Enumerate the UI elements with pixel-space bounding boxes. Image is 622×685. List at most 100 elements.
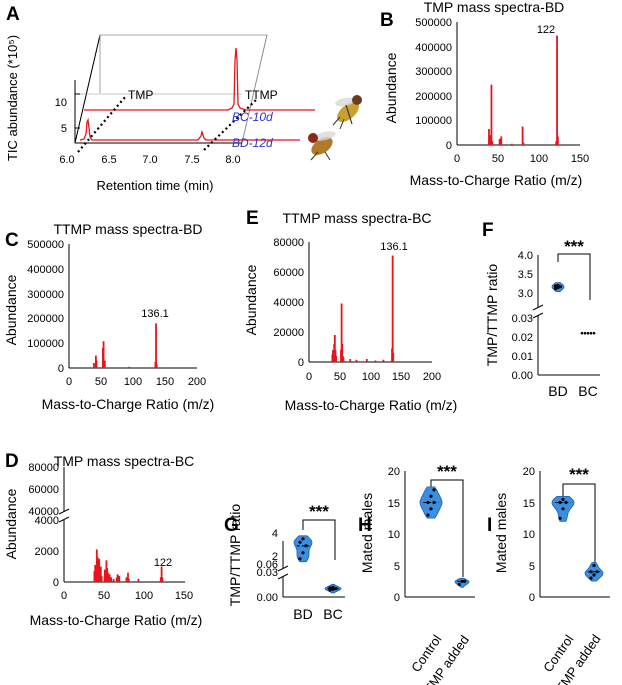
- x-axis-title: Retention time (min): [96, 178, 213, 193]
- y-tick-label: 0.06: [257, 559, 278, 571]
- x-tick-label: 50: [95, 376, 107, 388]
- x-tick-label: 7.5: [184, 154, 199, 166]
- y-tick-label: 500000: [415, 17, 452, 29]
- y-axis-title: TMP/TTMP ratio: [227, 504, 243, 607]
- chart-title: TTMP mass spectra-BC: [282, 210, 431, 226]
- trace-bc-10d: [84, 47, 315, 111]
- x-tick-label: 0: [66, 376, 72, 388]
- y-axis-title: Abundance: [243, 264, 259, 335]
- x-tick-label: BD: [293, 606, 312, 622]
- y-tick-label: 400000: [415, 42, 452, 54]
- sig-bracket: [557, 253, 591, 300]
- y-tick-label: 80000: [28, 462, 59, 474]
- x-axis-title: Mass-to-Charge Ratio (m/z): [285, 397, 458, 413]
- panel-letter-a: A: [6, 4, 20, 25]
- data-point: [331, 585, 335, 589]
- x-tick-label: 150: [571, 153, 589, 165]
- data-point: [301, 537, 305, 541]
- panel-letter-i: I: [487, 515, 492, 536]
- spectrum-peak: [355, 359, 358, 362]
- y-tick-label: 2000: [35, 546, 59, 558]
- data-point: [429, 494, 433, 498]
- data-point: [589, 576, 593, 580]
- y-tick-label: 500000: [27, 239, 64, 251]
- peak-label: 136.1: [380, 241, 408, 253]
- panel-letter-b: B: [380, 10, 394, 31]
- data-point: [558, 516, 562, 520]
- spectrum-peak: [374, 360, 377, 362]
- panel-c-ttmp-spectra-bd: TTMP mass spectra-BD 136.1 0 100000 2000…: [3, 221, 214, 412]
- spectrum-peak: [556, 136, 559, 145]
- y-tick-label: 0: [529, 592, 535, 604]
- spectrum-peak: [127, 572, 129, 582]
- sig-stars: ***: [564, 237, 584, 256]
- peak-label: 136.1: [141, 308, 169, 320]
- spectrum-peak: [128, 366, 131, 368]
- spectrum-peak: [125, 577, 128, 582]
- x-tick-label: 0: [306, 371, 312, 383]
- data-point: [426, 513, 430, 517]
- data-point: [298, 557, 302, 561]
- chart-title: TMP mass spectra-BD: [424, 0, 565, 15]
- spectrum-peak: [333, 335, 336, 362]
- data-point: [301, 551, 305, 555]
- x-tick-label: 200: [423, 371, 441, 383]
- data-point: [586, 331, 590, 335]
- y-axis-title: Mated males: [359, 493, 375, 573]
- x-tick-label: 150: [392, 371, 410, 383]
- y-tick-label: 400000: [27, 264, 64, 276]
- spectrum-peak: [107, 572, 109, 582]
- x-tick-label: BC: [578, 383, 597, 399]
- y-tick-label: 0.02: [512, 332, 533, 344]
- y-axis-title: Abundance: [383, 52, 399, 123]
- y-tick-label: 4.0: [518, 250, 533, 262]
- ttmp-annotation: TTMP: [245, 88, 278, 102]
- data-point: [580, 331, 584, 335]
- y-tick-label: 4000: [35, 515, 59, 527]
- data-point: [334, 587, 338, 591]
- data-point: [556, 284, 560, 288]
- y-tick-label: 0: [446, 140, 452, 152]
- spectrum-peak: [522, 142, 525, 145]
- spectrum-peak: [118, 575, 121, 582]
- y-tick-label: 100000: [415, 115, 452, 127]
- panel-letter-e: E: [246, 208, 259, 229]
- spectrum-peak: [155, 364, 158, 368]
- y-axis-title: TIC abundance (*10⁵): [5, 35, 20, 161]
- depth-axis: [74, 34, 101, 144]
- x-tick-label: BC: [323, 606, 342, 622]
- y-tick-label: 0.00: [512, 370, 533, 382]
- y-tick-label: 0: [53, 577, 59, 589]
- spectrum-peak: [498, 138, 501, 145]
- spectrum-peak: [491, 141, 494, 145]
- spectrum-peak: [500, 136, 503, 145]
- violins: [293, 535, 342, 594]
- y-tick-label: 15: [388, 498, 400, 510]
- sig-stars: ***: [569, 465, 589, 484]
- data-point: [589, 570, 593, 574]
- data-point: [564, 500, 568, 505]
- y-tick-label: 0.03: [257, 567, 278, 579]
- x-tick-label: 200: [188, 376, 206, 388]
- panel-letter-f: F: [482, 220, 494, 241]
- y-tick-label: 20: [523, 466, 535, 478]
- data-point: [592, 563, 596, 568]
- spectrum-peak: [490, 84, 493, 145]
- chart-title: TMP mass spectra-BC: [54, 453, 195, 469]
- y-tick-label: 10: [388, 529, 400, 541]
- y-tick-label: 5: [394, 561, 400, 573]
- panel-g-ratio-violin: 0.00 0.03 0.06 2 4 BD BC TMP/TTMP ratio …: [227, 502, 345, 622]
- panel-a-chromatogram: 10 5 6.0 6.5 7.0 7.5 8.0 Retention time …: [5, 34, 362, 193]
- y-tick-label: 80000: [273, 237, 304, 249]
- bars: [93, 549, 164, 582]
- spectrum-peak: [161, 577, 164, 582]
- sig-stars: ***: [437, 462, 457, 481]
- data-point: [558, 500, 562, 505]
- y-tick-label: 2: [272, 551, 278, 563]
- y-tick-label: 40000: [273, 297, 304, 309]
- axis-break: [58, 508, 70, 515]
- bars: [331, 255, 395, 362]
- spectrum-peak: [488, 135, 491, 145]
- spectrum-peak: [103, 360, 106, 368]
